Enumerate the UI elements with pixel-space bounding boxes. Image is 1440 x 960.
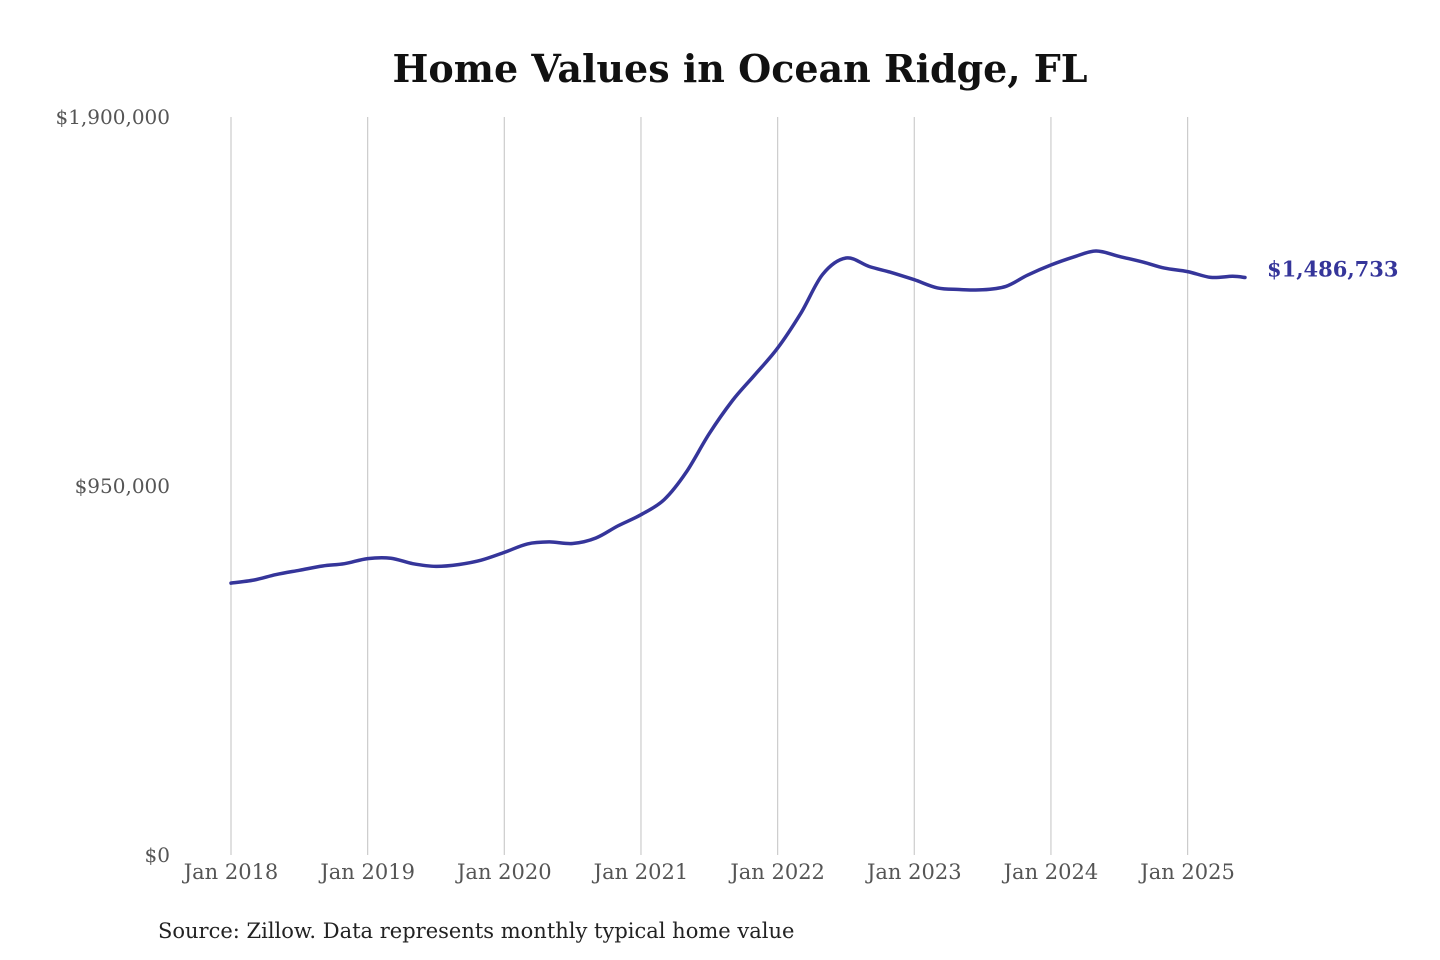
- x-tick-label: Jan 2020: [455, 860, 552, 884]
- data-point-24: [776, 346, 780, 350]
- data-point-26: [821, 272, 825, 276]
- x-tick-label: Jan 2024: [1002, 860, 1099, 884]
- x-tick-label: Jan 2022: [728, 860, 825, 884]
- data-point-35: [1026, 273, 1030, 277]
- data-point-21: [707, 432, 711, 436]
- data-point-15: [571, 542, 575, 546]
- data-point-45: [1243, 276, 1247, 280]
- data-point-1: [252, 578, 256, 582]
- data-point-32: [957, 288, 961, 292]
- data-point-37: [1072, 255, 1076, 259]
- data-point-18: [639, 513, 643, 517]
- x-axis-tick-labels: Jan 2018 Jan 2019 Jan 2020 Jan 2021 Jan 2022…: [182, 860, 1235, 884]
- data-point-23: [752, 373, 756, 377]
- data-point-44: [1231, 274, 1235, 278]
- data-point-13: [526, 542, 530, 546]
- data-point-3: [297, 568, 301, 572]
- data-point-6: [366, 557, 370, 561]
- data-point-4: [321, 564, 325, 568]
- y-tick-label: $1,900,000: [55, 105, 170, 129]
- data-point-28: [867, 265, 871, 269]
- chart-title: Home Values in Ocean Ridge, FL: [392, 46, 1087, 91]
- x-tick-label: Jan 2019: [318, 860, 415, 884]
- data-point-17: [616, 524, 620, 528]
- data-point-20: [684, 470, 688, 474]
- data-point-12: [502, 550, 506, 554]
- y-tick-label: $0: [145, 843, 170, 867]
- data-point-38: [1094, 249, 1098, 253]
- series-line-0: [229, 249, 1247, 585]
- data-point-7: [389, 556, 393, 560]
- data-point-33: [981, 288, 985, 292]
- data-point-27: [844, 256, 848, 260]
- data-point-43: [1209, 275, 1213, 279]
- data-point-42: [1186, 270, 1190, 274]
- data-point-8: [411, 562, 415, 566]
- data-point-0: [229, 581, 233, 585]
- data-point-34: [1004, 284, 1008, 288]
- last-value-label: $1,486,733: [1267, 257, 1399, 282]
- x-tick-label: Jan 2018: [182, 860, 279, 884]
- series-layer: [229, 249, 1247, 585]
- data-point-29: [889, 270, 893, 274]
- data-point-2: [274, 573, 278, 577]
- data-point-30: [912, 278, 916, 282]
- data-point-5: [342, 562, 346, 566]
- x-tick-label: Jan 2023: [865, 860, 962, 884]
- data-point-39: [1117, 254, 1121, 258]
- x-tick-label: Jan 2025: [1138, 860, 1235, 884]
- source-note: Source: Zillow. Data represents monthly …: [158, 919, 794, 943]
- vertical-gridlines: [230, 117, 1189, 855]
- data-point-10: [457, 563, 461, 567]
- data-point-36: [1049, 263, 1053, 267]
- data-point-19: [662, 498, 666, 502]
- data-point-9: [434, 564, 438, 568]
- y-axis-tick-labels: $0 $950,000 $1,900,000: [55, 105, 170, 867]
- data-point-31: [936, 286, 940, 290]
- x-tick-label: Jan 2021: [592, 860, 689, 884]
- data-point-14: [547, 540, 551, 544]
- data-point-16: [594, 536, 598, 540]
- data-point-40: [1141, 260, 1145, 264]
- data-point-22: [731, 399, 735, 403]
- data-point-11: [479, 558, 483, 562]
- data-point-41: [1162, 266, 1166, 270]
- data-point-25: [799, 311, 803, 315]
- y-tick-label: $950,000: [75, 474, 170, 498]
